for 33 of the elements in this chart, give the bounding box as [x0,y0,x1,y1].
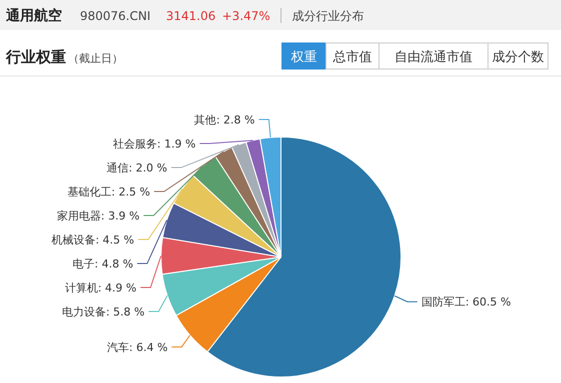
data-label: : 4.8 % [94,258,134,271]
chart-title: 行业权重 [5,48,66,66]
data-label: : 4.9 % [98,282,137,295]
data-label: : 4.5 % [95,234,134,247]
chart-subtitle: （截止日） [68,52,123,65]
text: 权重 [290,50,317,65]
text: 总市值 [332,50,372,65]
slice-label: 机械设备 [51,234,96,247]
text: 3141.06 [166,9,216,23]
slice-label: 国防军工 [421,296,466,309]
text: 980076.CNI [80,9,151,23]
data-label: : 2.0 % [128,162,168,175]
slice-label: 汽车 [107,340,130,354]
data-label: : 1.9 % [157,138,196,151]
data-label: : 6.4 % [129,340,168,354]
data-label: : 2.8 % [216,114,255,127]
slice-label: 基础化工 [67,186,112,199]
slice-label: 电力设备 [62,306,106,319]
text: +3.47% [222,9,270,23]
text: 自由流通市值 [394,49,472,65]
text: 通用航空 [5,7,62,24]
data-label: : 3.9 % [100,210,140,223]
slice-label: 电子 [72,258,95,271]
slice-label: 社会服务 [113,138,158,151]
text: 成分个数 [492,50,544,65]
slice-label: 其他 [194,114,216,127]
slice-label: 通信 [106,162,129,175]
text: 成分行业分布 [292,9,364,23]
data-label: : 2.5 % [111,186,150,199]
data-label: : 5.8 % [106,306,145,319]
data-label: : 60.5 % [465,296,511,309]
slice-label: 家用电器 [56,210,101,223]
slice-label: 计算机 [64,282,98,295]
